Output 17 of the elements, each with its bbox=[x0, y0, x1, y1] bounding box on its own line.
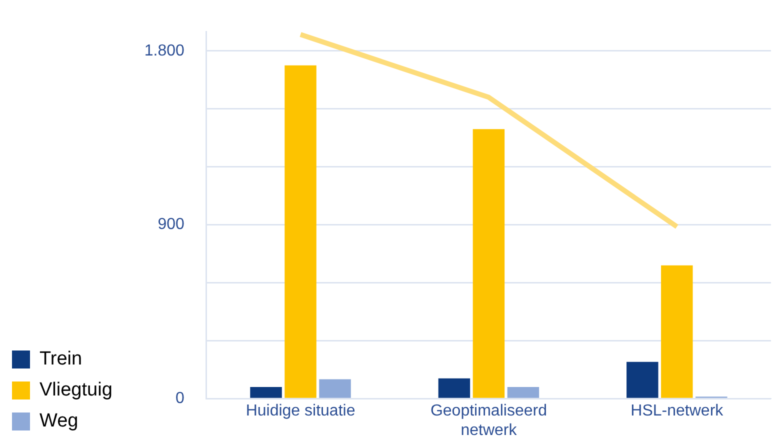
y-tick-label: 900 bbox=[158, 216, 185, 234]
bar bbox=[507, 387, 540, 398]
bar bbox=[626, 362, 658, 398]
y-tick-label: 1.800 bbox=[144, 42, 185, 60]
bar bbox=[472, 129, 505, 398]
x-tick-label: HSL-netwerk bbox=[630, 402, 724, 420]
x-tick-label: Geoptimaliseerd netwerk bbox=[430, 402, 547, 439]
bar bbox=[250, 387, 282, 398]
legend-label: Weg bbox=[40, 410, 78, 432]
bar bbox=[319, 379, 351, 398]
bar bbox=[438, 378, 470, 398]
y-tick-label: 0 bbox=[176, 390, 185, 408]
x-tick-label: Huidige situatie bbox=[246, 402, 356, 420]
bar bbox=[661, 265, 693, 398]
legend-label: Vliegtuig bbox=[40, 380, 112, 401]
bar bbox=[284, 65, 316, 398]
legend-label: Trein bbox=[40, 348, 82, 370]
